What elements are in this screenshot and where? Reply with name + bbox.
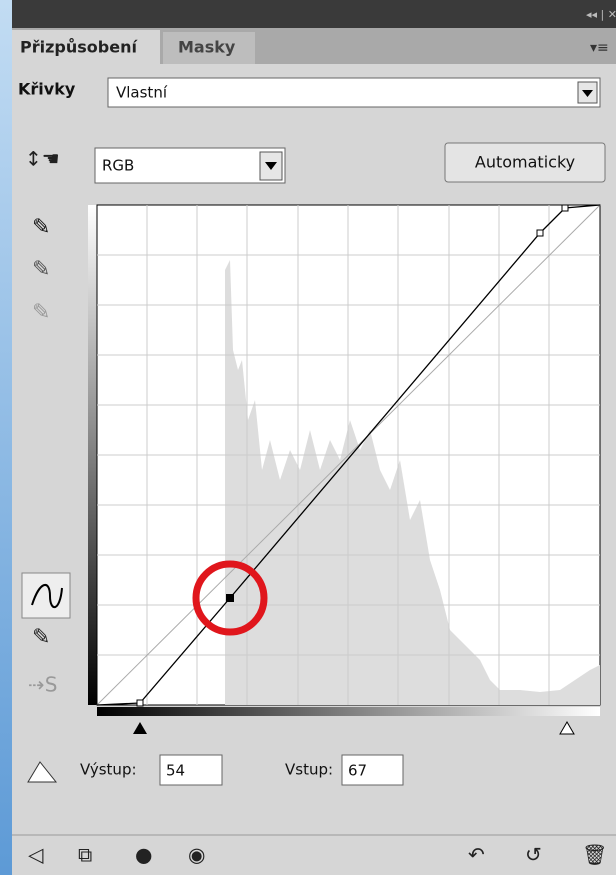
button-label: Automaticky xyxy=(475,153,575,172)
baseline-diagonal xyxy=(96,204,601,706)
output-gradient xyxy=(88,205,97,705)
output-field[interactable] xyxy=(159,754,223,786)
curve-tool[interactable] xyxy=(21,572,71,619)
clip-icon[interactable]: ⧉ xyxy=(78,843,92,867)
curve-point[interactable] xyxy=(136,699,144,707)
auto-button[interactable] xyxy=(444,142,606,183)
input-value: 67 xyxy=(348,762,367,780)
highlight-circle xyxy=(192,560,268,636)
view-icon[interactable]: ● xyxy=(135,843,152,867)
black-slider[interactable] xyxy=(133,722,147,734)
input-label: Vstup: xyxy=(285,761,333,779)
panel-menu[interactable]: ▾≡ xyxy=(590,40,609,56)
pencil-tool[interactable]: ✎ xyxy=(32,625,50,650)
previous-state-icon[interactable]: ↶ xyxy=(468,843,485,867)
arrow-glyph xyxy=(265,162,277,170)
tab-active[interactable] xyxy=(12,30,160,64)
adjustment-label: Křivky xyxy=(18,80,76,99)
bottom-toolbar: ◁ ⧉ ● ◉ ↶ ↺ 🗑 xyxy=(27,843,607,867)
title-bar xyxy=(12,0,616,28)
curve-point-selected[interactable] xyxy=(226,594,234,602)
back-icon[interactable]: ◁ xyxy=(27,843,44,867)
delete-icon[interactable]: 🗑 xyxy=(582,843,607,867)
channel-value: RGB xyxy=(102,157,134,175)
gray-point-tool[interactable]: ✎ xyxy=(32,257,50,282)
reset-icon[interactable]: ↺ xyxy=(525,843,542,867)
tab-label: Přizpůsobení xyxy=(20,38,138,57)
tab-inactive[interactable] xyxy=(163,32,255,64)
preset-dropdown[interactable] xyxy=(107,77,601,108)
arrow-glyph xyxy=(582,90,593,97)
channel-dropdown[interactable] xyxy=(94,147,286,184)
input-field[interactable] xyxy=(341,754,404,786)
eyedroppers: ✎ ✎ ✎ xyxy=(32,215,50,325)
tab-label: Masky xyxy=(178,38,236,57)
collapse-icon[interactable]: ◂◂ | ✕ xyxy=(586,8,616,21)
preset-value: Vlastní xyxy=(116,84,168,102)
output-value: 54 xyxy=(166,762,185,780)
histogram xyxy=(225,260,600,705)
visibility-icon[interactable]: ◉ xyxy=(188,843,205,867)
target-adjust-tool[interactable]: ↕☚ xyxy=(25,147,60,171)
white-point-tool[interactable]: ✎ xyxy=(32,300,50,325)
curve-point[interactable] xyxy=(536,229,544,237)
output-label: Výstup: xyxy=(80,761,137,779)
black-point-tool[interactable]: ✎ xyxy=(32,215,50,240)
curve xyxy=(96,204,601,706)
clipping-warning[interactable] xyxy=(27,761,58,783)
curve-glyph xyxy=(31,584,63,608)
white-slider[interactable] xyxy=(559,721,575,735)
curve-point[interactable] xyxy=(561,204,569,212)
smooth-tool[interactable]: ⇢S xyxy=(28,673,57,697)
input-gradient xyxy=(97,707,600,716)
